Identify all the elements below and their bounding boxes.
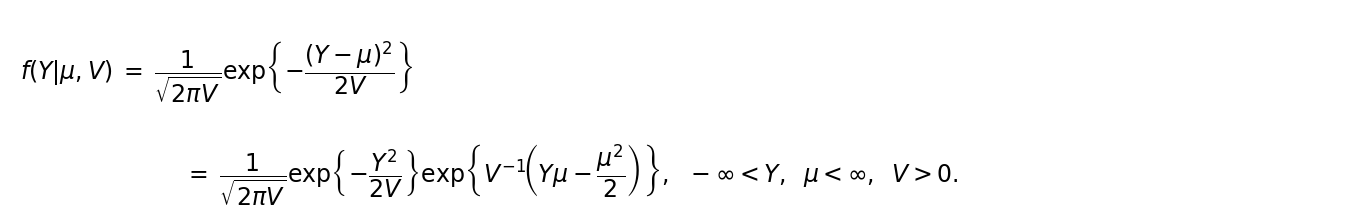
Text: $f(Y|\mu, V) \;=\; \dfrac{1}{\sqrt{2\pi V}} \exp\!\left\{-\dfrac{(Y-\mu)^2}{2V}\: $f(Y|\mu, V) \;=\; \dfrac{1}{\sqrt{2\pi … bbox=[20, 39, 414, 105]
Text: $=\; \dfrac{1}{\sqrt{2\pi V}} \exp\!\left\{-\dfrac{Y^2}{2V}\right\} \exp\!\left\: $=\; \dfrac{1}{\sqrt{2\pi V}} \exp\!\lef… bbox=[184, 142, 959, 208]
